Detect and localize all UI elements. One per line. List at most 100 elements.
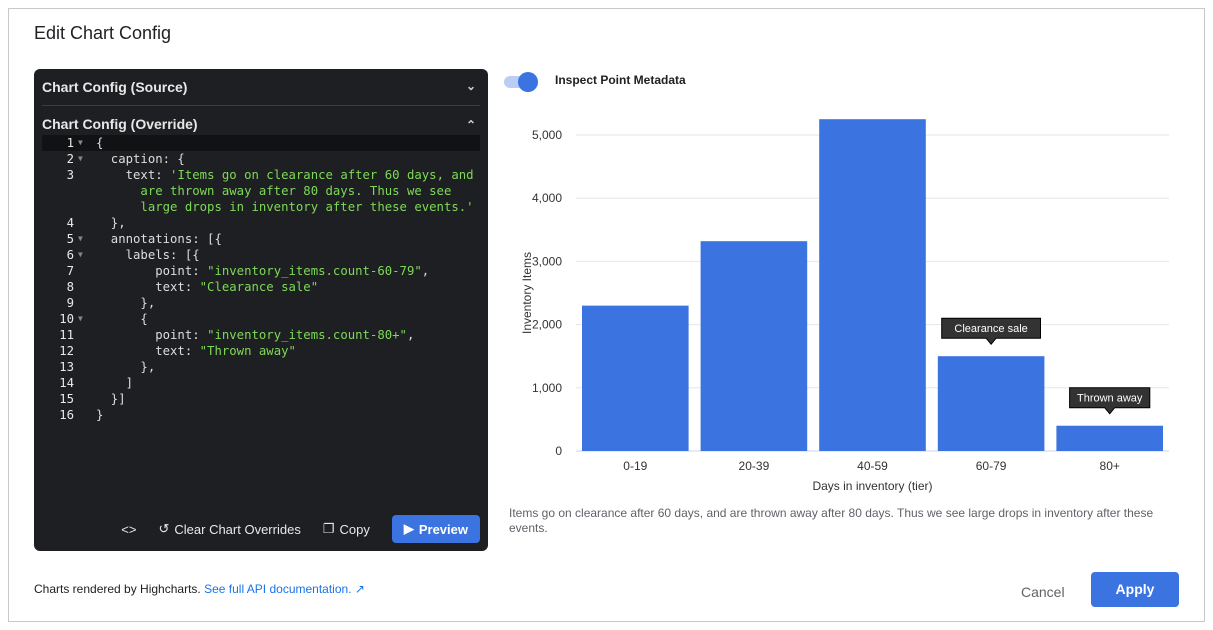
apply-button[interactable]: Apply [1091,572,1179,607]
annotation-label: Thrown away [1077,393,1143,405]
code-token: { [96,136,104,150]
fold-icon [78,327,96,343]
line-number: 5 [66,232,74,246]
annotation-callout [1069,387,1151,415]
code-token: , [406,328,415,342]
x-tick-label: 40-59 [857,459,888,473]
code-token: }] [96,392,126,406]
copy-button[interactable]: ❐ Copy [323,521,370,537]
code-line: 4 }, [42,215,480,231]
line-number: 8 [66,280,74,294]
line-number [42,199,78,215]
y-tick-label: 5,000 [532,128,562,142]
code-token: "inventory_items.count-80+" [207,328,407,342]
fold-icon [78,167,96,183]
override-section-header[interactable]: Chart Config (Override) ⌃ [42,116,480,136]
x-axis-title: Days in inventory (tier) [812,479,932,493]
fold-icon [78,359,96,375]
code-line: 7 point: "inventory_items.count-60-79", [42,263,480,279]
line-number: 15 [59,392,74,406]
override-section-label: Chart Config (Override) [42,116,198,132]
play-icon: ▶ [403,521,414,536]
y-tick-label: 3,000 [532,254,562,268]
chevron-up-icon[interactable]: ⌃ [465,118,476,132]
line-number: 1 [66,136,74,150]
source-section-header[interactable]: Chart Config (Source) ⌄ [42,79,480,99]
code-token: }, [96,216,126,230]
code-view-button[interactable]: <> [121,522,136,537]
code-line: 11 point: "inventory_items.count-80+", [42,327,480,343]
line-number: 13 [59,360,74,374]
fold-icon [78,295,96,311]
fold-icon [78,391,96,407]
copy-icon: ❐ [322,521,335,536]
edit-chart-config-dialog: Edit Chart Config Chart Config (Source) … [8,8,1205,622]
code-token: , [421,264,430,278]
code-line: large drops in inventory after these eve… [42,199,480,215]
line-number: 10 [59,312,74,326]
fold-icon [78,263,96,279]
cancel-button[interactable]: Cancel [1021,584,1065,600]
y-tick-label: 0 [555,444,562,458]
source-section-label: Chart Config (Source) [42,79,188,95]
code-icon: <> [121,521,137,537]
footer-note: Charts rendered by Highcharts. See full … [34,582,365,596]
fold-icon [78,199,96,215]
y-tick-label: 2,000 [532,318,562,332]
code-line: 3 text: 'Items go on clearance after 60 … [42,167,480,183]
fold-icon[interactable]: ▼ [78,234,83,243]
code-token: { [96,312,148,326]
code-line: 15 }] [42,391,480,407]
fold-icon[interactable]: ▼ [78,250,83,259]
fold-icon[interactable]: ▼ [78,154,83,163]
chevron-down-icon[interactable]: ⌄ [465,79,476,93]
y-axis-title: Inventory Items [520,252,534,334]
bar-80+ [1056,425,1163,451]
code-textarea[interactable]: 1 ▼ {2 ▼ caption: {3 text: 'Items go on cle… [42,135,480,423]
line-number: 4 [66,216,74,230]
fold-icon[interactable]: ▼ [78,138,83,147]
code-token: labels: [{ [96,248,200,262]
y-tick-label: 1,000 [532,381,562,395]
chart-caption: Items go on clearance after 60 days, and… [509,506,1154,535]
code-token: "Thrown away" [199,344,296,358]
code-token: caption: { [96,152,185,166]
api-docs-link[interactable]: See full API documentation. [204,582,352,596]
code-line: 5 ▼ annotations: [{ [42,231,480,247]
code-line: 2 ▼ caption: { [42,151,480,167]
annotation-label: Clearance sale [954,323,1027,335]
history-icon: ↺ [158,521,170,536]
fold-icon [78,215,96,231]
divider [42,105,480,106]
bar-20-39 [700,241,808,451]
fold-icon[interactable]: ▼ [78,314,83,323]
code-token: 'Items go on clearance after 60 days, an… [170,168,474,182]
copy-label: Copy [339,521,370,537]
line-number: 3 [66,168,74,182]
clear-overrides-button[interactable]: ↺ Clear Chart Overrides [158,521,300,537]
line-number: 6 [66,248,74,262]
preview-button[interactable]: ▶ Preview [391,515,480,543]
inspect-metadata-toggle[interactable] [502,71,538,92]
x-tick-label: 20-39 [739,459,770,473]
code-token: text: [96,280,200,294]
x-tick-label: 80+ [1100,459,1120,473]
preview-label: Preview [418,521,468,537]
line-number: 11 [59,328,74,342]
bar-40-59 [819,119,926,451]
code-token: large drops in inventory after these eve… [96,200,474,214]
code-token: }, [96,360,156,374]
code-line: 12 text: "Thrown away" [42,343,480,359]
code-token: are thrown away after 80 days. Thus we s… [96,184,452,198]
line-number [42,183,78,199]
annotation-callout [941,317,1041,345]
code-line: 13 }, [42,359,480,375]
code-line: are thrown away after 80 days. Thus we s… [42,183,480,199]
line-number: 14 [59,376,74,390]
code-token: }, [96,296,156,310]
bar-chart: 0 1,000 2,000 3,000 4,000 5,000 0-19 20-39 40-59… [520,119,1169,493]
code-line: 9 }, [42,295,480,311]
code-line: 1 ▼ { [42,135,480,151]
code-token: annotations: [{ [96,232,222,246]
external-link-icon[interactable]: ↗ [354,582,365,596]
